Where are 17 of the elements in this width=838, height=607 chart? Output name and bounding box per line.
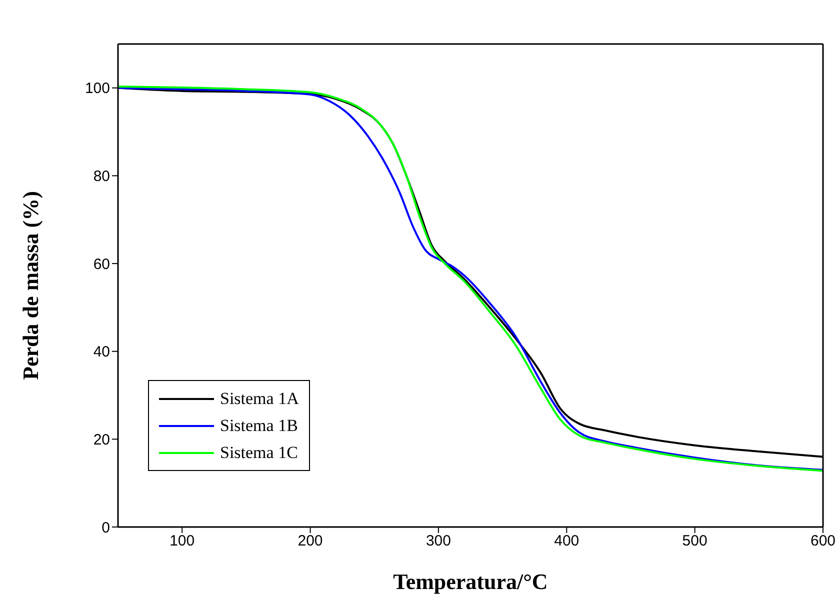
x-tick-label: 300 — [426, 532, 451, 550]
y-tick-label: 0 — [102, 519, 110, 536]
y-axis-title: Perda de massa (%) — [18, 191, 43, 380]
y-tick-label: 100 — [84, 80, 110, 98]
x-tick-label: 200 — [298, 532, 323, 550]
legend-label: Sistema 1C — [220, 442, 298, 462]
x-tick-label: 600 — [810, 532, 836, 550]
x-tick-label: 100 — [170, 532, 195, 550]
y-tick-label: 60 — [93, 256, 110, 273]
y-tick-label: 20 — [93, 432, 110, 449]
legend-label: Sistema 1B — [220, 416, 298, 436]
y-tick-label: 80 — [93, 168, 110, 186]
x-axis-title: Temperatura/°C — [393, 569, 548, 594]
x-tick-label: 400 — [554, 532, 580, 550]
y-tick-label: 40 — [93, 344, 110, 361]
legend-label: Sistema 1A — [220, 388, 299, 408]
x-tick-label: 500 — [682, 532, 708, 550]
